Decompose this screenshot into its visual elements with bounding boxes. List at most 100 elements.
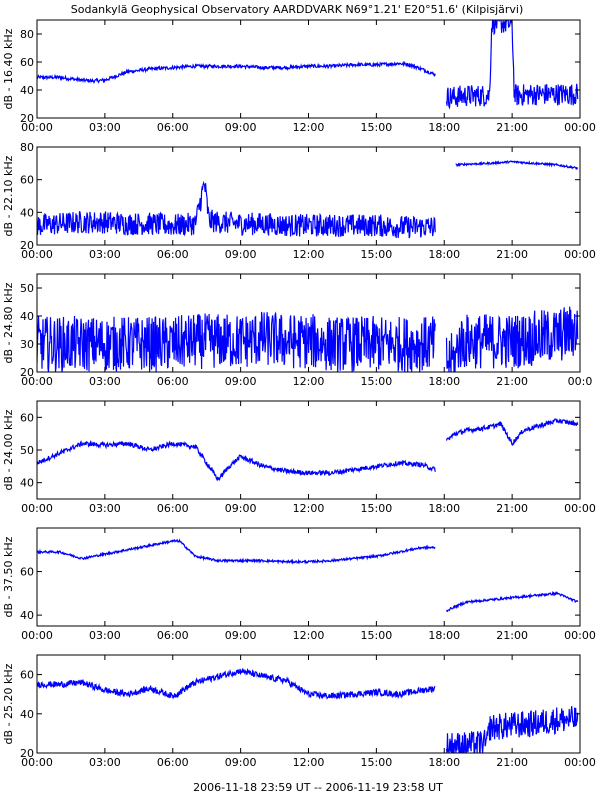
x-tick-label: 12:00 bbox=[293, 756, 325, 769]
x-tick-label: 00:00 bbox=[21, 248, 53, 261]
data-series-line bbox=[37, 180, 436, 239]
data-series-line bbox=[455, 160, 579, 171]
x-tick-label: 12:00 bbox=[293, 248, 325, 261]
x-tick-label: 12:00 bbox=[293, 629, 325, 642]
chart-panel: 00:00 03:00 06:00 09:00 12:00 15:00 18:00 21:00… bbox=[2, 527, 596, 642]
chart-panel: 00:00 03:00 06:00 09:00 12:00 15:00 18:00 21:00… bbox=[2, 141, 596, 261]
y-tick-label: 80 bbox=[20, 141, 34, 154]
x-tick-label: 15:00 bbox=[361, 629, 393, 642]
panels: 00:00 03:00 06:00 09:00 12:00 15:00 18:00 21:00… bbox=[2, 19, 596, 769]
plot-frame bbox=[36, 400, 581, 500]
y-tick-label: 40 bbox=[20, 477, 34, 490]
chart-panel: 00:00 03:00 06:00 09:00 12:00 15:00 18:00 21:00… bbox=[2, 654, 596, 769]
figure-footer: 2006-11-18 23:59 UT -- 2006-11-19 23:58 … bbox=[193, 781, 443, 794]
y-axis-label: dB - 37.50 kHz bbox=[2, 536, 15, 617]
x-tick-label: 18:00 bbox=[428, 756, 460, 769]
x-tick-label: 21:00 bbox=[496, 375, 528, 388]
y-tick-label: 40 bbox=[20, 708, 34, 721]
y-tick-label: 60 bbox=[20, 566, 34, 579]
y-axis-label: dB - 24.00 kHz bbox=[2, 409, 15, 490]
data-series-line bbox=[445, 590, 579, 613]
y-tick-label: 40 bbox=[20, 84, 34, 97]
data-series-line bbox=[37, 538, 436, 565]
x-tick-label: 15:00 bbox=[361, 502, 393, 515]
x-tick-label: 00:00 bbox=[564, 756, 596, 769]
y-tick-label: 20 bbox=[20, 747, 34, 760]
y-tick-label: 50 bbox=[20, 282, 34, 295]
x-tick-label: 03:00 bbox=[89, 248, 121, 261]
x-tick-label: 15:00 bbox=[361, 121, 393, 134]
data-series-line bbox=[37, 439, 436, 482]
y-tick-label: 20 bbox=[20, 239, 34, 252]
x-tick-label: 09:00 bbox=[225, 502, 257, 515]
x-tick-label: 00:00 bbox=[21, 121, 53, 134]
x-tick-label: 18:00 bbox=[428, 121, 460, 134]
x-tick-label: 18:00 bbox=[428, 502, 460, 515]
x-tick-label: 03:00 bbox=[89, 375, 121, 388]
x-tick-label: 06:00 bbox=[157, 375, 189, 388]
x-tick-label: 03:00 bbox=[89, 756, 121, 769]
data-series-line bbox=[37, 668, 436, 700]
x-tick-label: 12:00 bbox=[293, 375, 325, 388]
x-tick-label: 06:00 bbox=[157, 502, 189, 515]
x-tick-label: 21:00 bbox=[496, 756, 528, 769]
x-tick-label: 00:00 bbox=[564, 121, 596, 134]
x-tick-label: 00:0 bbox=[568, 375, 593, 388]
x-tick-label: 00:00 bbox=[21, 629, 53, 642]
x-tick-label: 15:00 bbox=[361, 375, 393, 388]
chart-panel: 00:00 03:00 06:00 09:00 12:00 15:00 18:00 21:00… bbox=[2, 400, 596, 515]
y-tick-label: 50 bbox=[20, 444, 34, 457]
data-series-line bbox=[445, 20, 579, 110]
x-tick-label: 03:00 bbox=[89, 121, 121, 134]
y-tick-label: 20 bbox=[20, 366, 34, 379]
x-tick-label: 09:00 bbox=[225, 629, 257, 642]
plot-frame bbox=[36, 19, 581, 119]
x-tick-label: 06:00 bbox=[157, 629, 189, 642]
x-tick-label: 06:00 bbox=[157, 121, 189, 134]
y-tick-label: 60 bbox=[20, 56, 34, 69]
x-tick-label: 18:00 bbox=[428, 375, 460, 388]
x-tick-label: 00:00 bbox=[21, 375, 53, 388]
x-tick-label: 09:00 bbox=[225, 248, 257, 261]
y-tick-label: 80 bbox=[20, 28, 34, 41]
x-tick-label: 18:00 bbox=[428, 629, 460, 642]
x-tick-label: 00:00 bbox=[21, 502, 53, 515]
y-axis-label: dB - 16.40 kHz bbox=[2, 28, 15, 109]
data-series-line bbox=[37, 311, 436, 372]
x-tick-label: 09:00 bbox=[225, 375, 257, 388]
chart-panel: 00:00 03:00 06:00 09:00 12:00 15:00 18:00 21:00… bbox=[2, 19, 596, 134]
y-tick-label: 30 bbox=[20, 338, 34, 351]
x-tick-label: 06:00 bbox=[157, 248, 189, 261]
y-axis-label: dB - 25.20 kHz bbox=[2, 663, 15, 744]
x-tick-label: 03:00 bbox=[89, 502, 121, 515]
y-tick-label: 20 bbox=[20, 112, 34, 125]
y-tick-label: 60 bbox=[20, 411, 34, 424]
x-tick-label: 21:00 bbox=[496, 248, 528, 261]
x-tick-label: 00:00 bbox=[564, 248, 596, 261]
data-series-line bbox=[445, 418, 579, 446]
y-axis-label: dB - 24.80 kHz bbox=[2, 282, 15, 363]
x-tick-label: 12:00 bbox=[293, 502, 325, 515]
y-tick-label: 40 bbox=[20, 206, 34, 219]
y-axis-label: dB - 22.10 kHz bbox=[2, 155, 15, 236]
y-tick-label: 40 bbox=[20, 310, 34, 323]
x-tick-label: 00:00 bbox=[564, 629, 596, 642]
x-tick-label: 12:00 bbox=[293, 121, 325, 134]
x-tick-label: 00:00 bbox=[21, 756, 53, 769]
x-tick-label: 21:00 bbox=[496, 121, 528, 134]
x-tick-label: 03:00 bbox=[89, 629, 121, 642]
x-tick-label: 09:00 bbox=[225, 121, 257, 134]
y-tick-label: 60 bbox=[20, 669, 34, 682]
y-tick-label: 60 bbox=[20, 174, 34, 187]
x-tick-label: 21:00 bbox=[496, 629, 528, 642]
y-tick-label: 40 bbox=[20, 609, 34, 622]
x-tick-label: 00:00 bbox=[564, 502, 596, 515]
x-tick-label: 15:00 bbox=[361, 756, 393, 769]
data-series-line bbox=[445, 706, 579, 753]
plot-frame bbox=[36, 527, 581, 627]
x-tick-label: 18:00 bbox=[428, 248, 460, 261]
data-series-line bbox=[445, 306, 579, 372]
chart-panel: 00:00 03:00 06:00 09:00 12:00 15:00 18:00 21:00… bbox=[2, 273, 593, 388]
data-series-line bbox=[37, 60, 436, 85]
